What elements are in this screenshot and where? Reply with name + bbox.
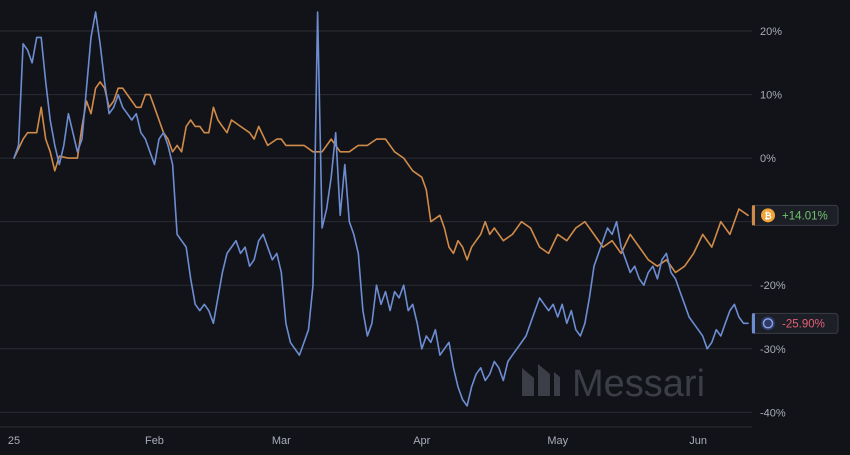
y-tick-label: 20% (760, 26, 782, 38)
badge-accent (752, 313, 755, 334)
y-tick-label: -30% (760, 344, 786, 356)
y-tick-label: 0% (760, 153, 776, 165)
coin-icon (761, 316, 775, 331)
y-tick-label: -40% (760, 407, 786, 419)
x-tick-label: Mar (272, 435, 291, 447)
bitcoin-icon: ₿ (761, 208, 775, 223)
series-badge-other: -25.90% (751, 312, 839, 334)
x-tick-label: Jun (689, 435, 707, 447)
series-line-other (13, 11, 749, 407)
series-badge-btc: ₿ +14.01% (751, 204, 839, 226)
badge-value: -25.90% (782, 318, 825, 330)
x-tick-label: 25 (8, 435, 20, 447)
svg-text:₿: ₿ (764, 211, 771, 221)
messari-logo-icon (522, 364, 560, 396)
watermark: Messari (522, 363, 705, 405)
x-tick-label: Apr (413, 435, 430, 447)
value-badges: ₿ +14.01% -25.90% (751, 204, 839, 334)
y-tick-label: 10% (760, 90, 782, 102)
watermark-text: Messari (572, 363, 705, 405)
y-tick-label: -20% (760, 280, 786, 292)
badge-accent (752, 205, 755, 226)
x-tick-label: Feb (145, 435, 164, 447)
y-axis-ticks: 20%10%0%-10%-20%-30%-40% (760, 26, 786, 419)
x-tick-label: May (547, 435, 568, 447)
x-axis-ticks: 25 Feb Mar Apr May Jun (8, 435, 707, 447)
series-lines (13, 11, 749, 407)
badge-value: +14.01% (782, 210, 828, 222)
